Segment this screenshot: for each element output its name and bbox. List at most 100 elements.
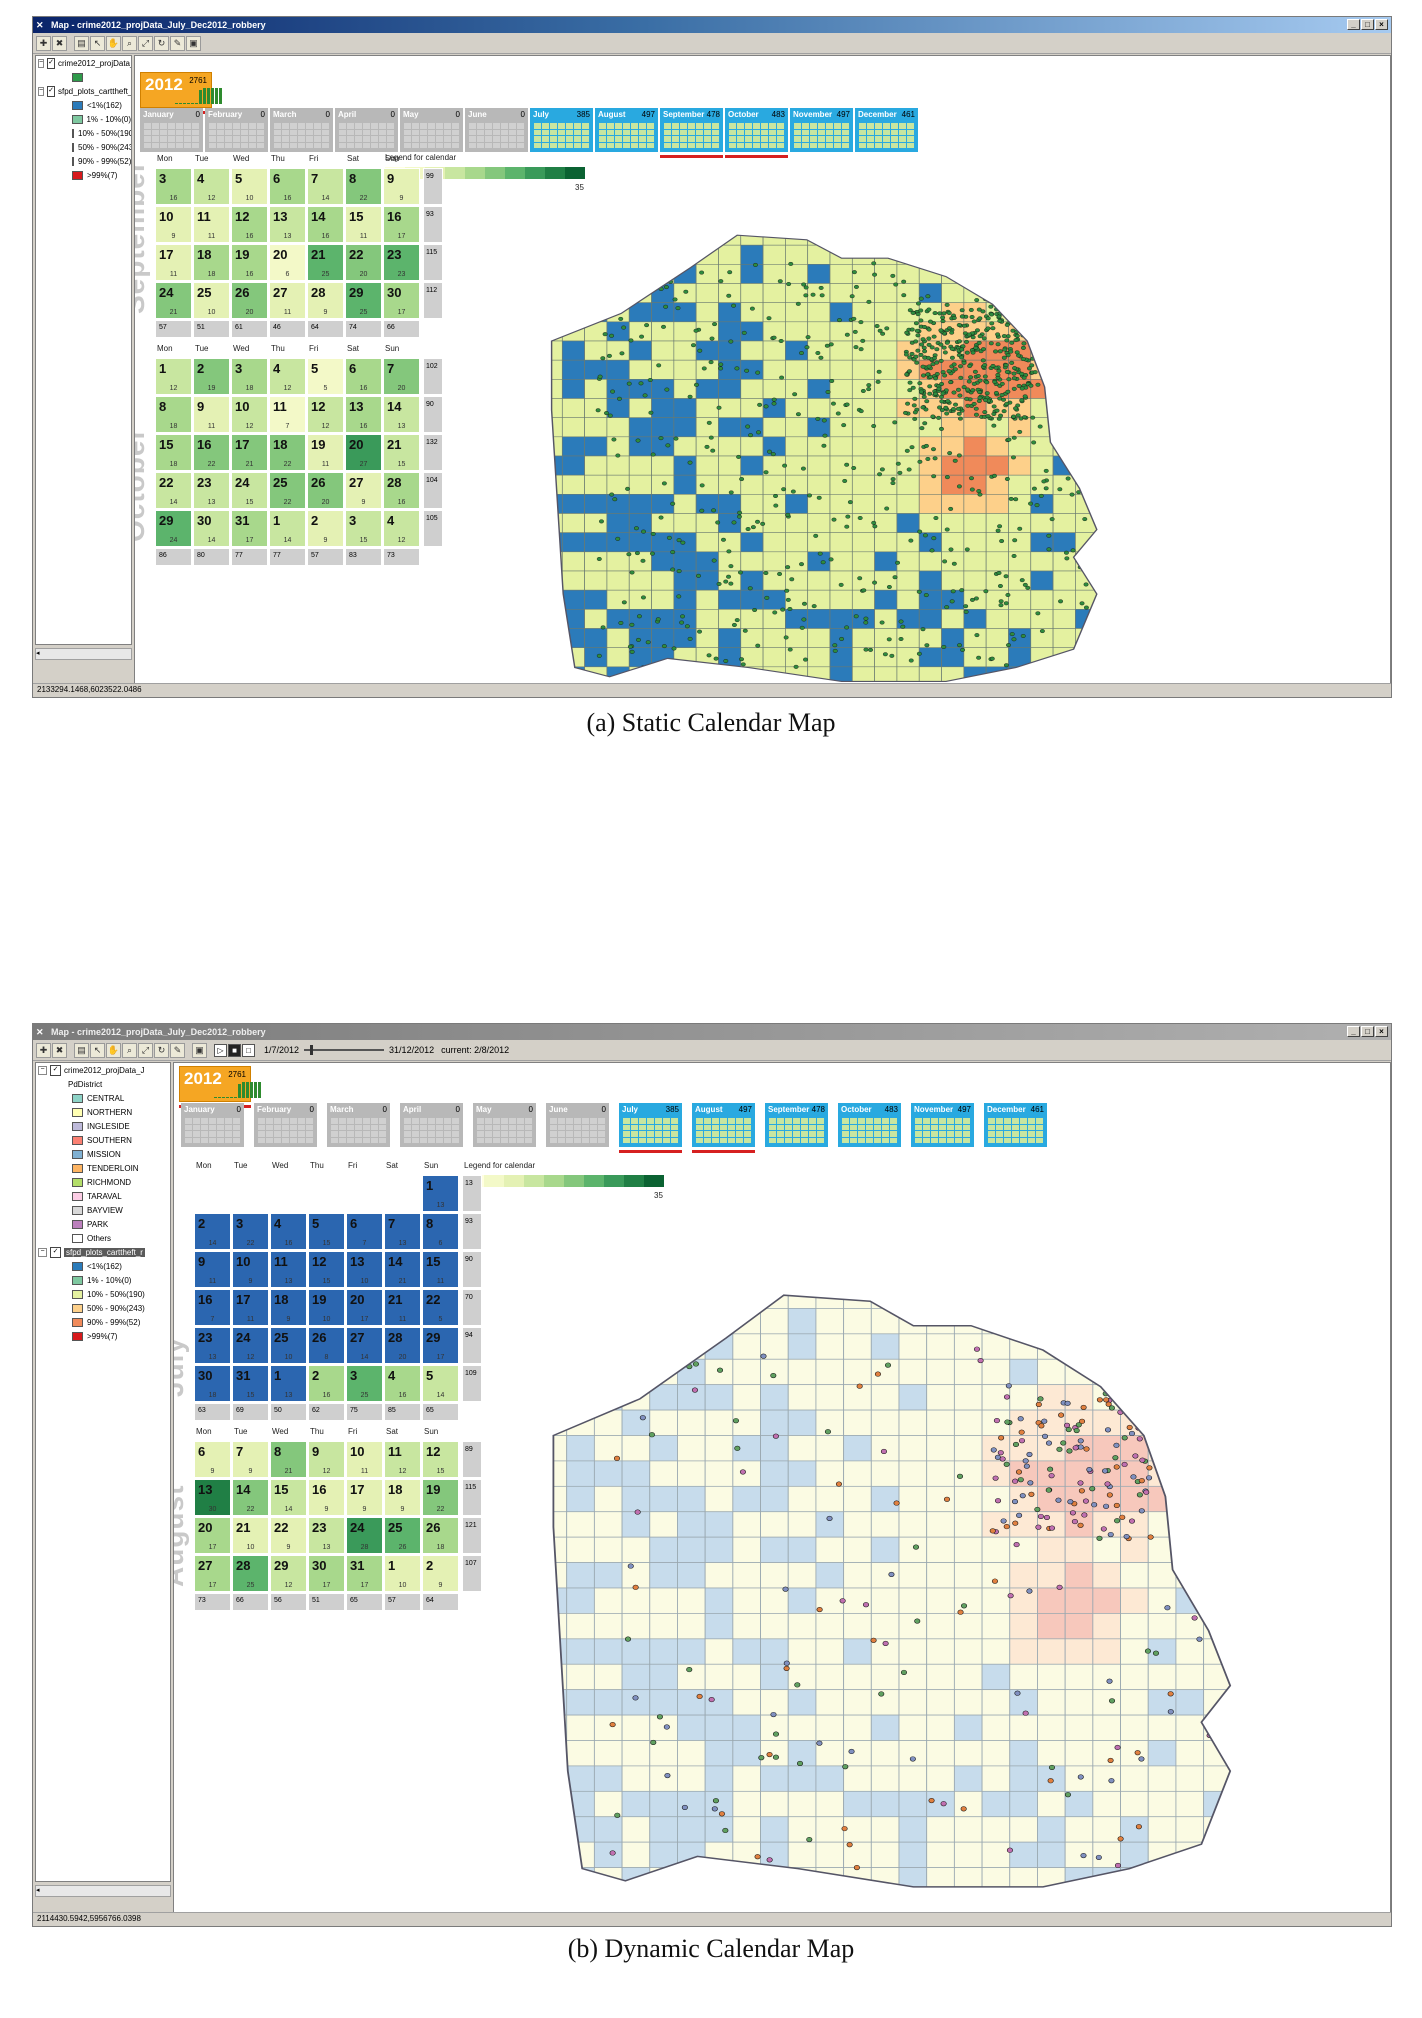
- crime-point[interactable]: [836, 318, 842, 323]
- crime-point[interactable]: [918, 296, 924, 301]
- crime-point[interactable]: [938, 358, 944, 363]
- crime-point[interactable]: [626, 552, 632, 557]
- crime-point[interactable]: [1004, 1419, 1011, 1425]
- crime-point[interactable]: [995, 342, 1001, 347]
- play-icon[interactable]: ▷: [214, 1043, 227, 1057]
- crime-point[interactable]: [670, 567, 676, 572]
- crime-point[interactable]: [701, 366, 707, 371]
- crime-point[interactable]: [658, 436, 664, 441]
- crime-point[interactable]: [1135, 1824, 1142, 1830]
- crime-point[interactable]: [1082, 364, 1088, 368]
- crime-point[interactable]: [908, 538, 914, 543]
- crime-point[interactable]: [607, 413, 613, 418]
- add-layer-icon[interactable]: ✚: [36, 35, 51, 51]
- crime-point[interactable]: [946, 369, 952, 374]
- crime-point[interactable]: [981, 260, 986, 265]
- crime-point[interactable]: [1081, 1512, 1088, 1518]
- crime-point[interactable]: [785, 512, 791, 517]
- crime-point[interactable]: [1073, 1427, 1080, 1434]
- crime-point[interactable]: [1021, 345, 1026, 350]
- close-button[interactable]: ×: [1375, 1026, 1388, 1037]
- crime-point[interactable]: [857, 516, 863, 520]
- calendar-day-cell[interactable]: 28 20: [384, 1327, 421, 1364]
- crime-point[interactable]: [1117, 1836, 1124, 1842]
- crime-point[interactable]: [1009, 340, 1015, 345]
- calendar-day-cell[interactable]: 4 16: [384, 1365, 421, 1402]
- calendar-day-cell[interactable]: 17 11: [232, 1289, 269, 1326]
- crime-point[interactable]: [968, 308, 974, 312]
- save-icon[interactable]: ▣: [186, 35, 201, 51]
- crime-point[interactable]: [1152, 1650, 1159, 1656]
- crime-point[interactable]: [1006, 377, 1012, 382]
- crime-point[interactable]: [697, 348, 703, 353]
- crime-point[interactable]: [959, 314, 965, 319]
- crime-point[interactable]: [912, 417, 918, 421]
- calendar-day-cell[interactable]: 21 15: [383, 434, 420, 471]
- crime-point[interactable]: [926, 307, 932, 312]
- crime-point[interactable]: [904, 330, 910, 335]
- toc-scrollbar[interactable]: ◂: [35, 1885, 171, 1897]
- month-tile-march[interactable]: March 0: [327, 1103, 390, 1147]
- crime-point[interactable]: [600, 356, 606, 361]
- crime-point[interactable]: [1035, 1401, 1042, 1407]
- crime-point[interactable]: [692, 1361, 699, 1367]
- crime-point[interactable]: [965, 403, 971, 408]
- crime-point[interactable]: [763, 404, 769, 409]
- crime-point[interactable]: [650, 531, 656, 536]
- crime-point[interactable]: [728, 339, 734, 344]
- crime-point[interactable]: [982, 374, 988, 379]
- crime-point[interactable]: [1064, 275, 1070, 280]
- crime-point[interactable]: [755, 370, 761, 375]
- pan-hand-icon[interactable]: ✋: [106, 35, 121, 51]
- crime-point[interactable]: [1065, 476, 1071, 481]
- crime-point[interactable]: [612, 497, 618, 502]
- crime-point[interactable]: [658, 515, 664, 520]
- crime-point[interactable]: [783, 635, 789, 640]
- crime-point[interactable]: [900, 624, 906, 629]
- crime-point[interactable]: [770, 1372, 777, 1379]
- crime-point[interactable]: [793, 664, 799, 669]
- crime-point[interactable]: [926, 342, 932, 347]
- crime-point[interactable]: [1064, 556, 1070, 561]
- crime-point[interactable]: [595, 408, 601, 413]
- crime-point[interactable]: [802, 601, 807, 606]
- crime-point[interactable]: [1071, 404, 1077, 409]
- crime-point[interactable]: [915, 348, 921, 353]
- calendar-day-cell[interactable]: 12 12: [307, 396, 344, 433]
- crime-point[interactable]: [904, 372, 910, 377]
- crime-point[interactable]: [950, 589, 956, 594]
- crime-point[interactable]: [1069, 1358, 1076, 1364]
- crime-point[interactable]: [996, 416, 1002, 421]
- calendar-day-cell[interactable]: 21 25: [307, 244, 344, 281]
- crime-point[interactable]: [1012, 366, 1017, 371]
- calendar-day-cell[interactable]: 11 11: [193, 206, 230, 243]
- crime-point[interactable]: [1004, 338, 1010, 343]
- crime-point[interactable]: [676, 538, 682, 543]
- calendar-day-cell[interactable]: 12 16: [231, 206, 268, 243]
- crime-point[interactable]: [732, 1418, 739, 1424]
- crime-point[interactable]: [1087, 408, 1093, 413]
- crime-point[interactable]: [959, 308, 965, 313]
- calendar-day-cell[interactable]: 13 30: [194, 1479, 231, 1516]
- calendar-day-cell[interactable]: 27 14: [346, 1327, 383, 1364]
- crime-point[interactable]: [856, 1383, 863, 1389]
- crime-point[interactable]: [942, 559, 948, 564]
- crime-point[interactable]: [959, 355, 964, 360]
- toc-layer-row[interactable]: − ✓ crime2012_projData_J: [36, 1063, 170, 1077]
- crime-point[interactable]: [687, 394, 693, 399]
- calendar-day-cell[interactable]: 23 13: [193, 472, 230, 509]
- crime-point[interactable]: [890, 481, 896, 485]
- crime-point[interactable]: [1065, 1426, 1072, 1433]
- crime-point[interactable]: [1046, 547, 1052, 552]
- crime-point[interactable]: [871, 261, 877, 266]
- crime-point[interactable]: [1126, 1424, 1133, 1430]
- calendar-day-cell[interactable]: 3 25: [346, 1365, 383, 1402]
- crime-point[interactable]: [745, 527, 751, 531]
- crime-point[interactable]: [1022, 323, 1028, 328]
- crime-point[interactable]: [933, 391, 938, 396]
- crime-point[interactable]: [1113, 1464, 1120, 1470]
- crime-point[interactable]: [710, 448, 716, 453]
- crime-point[interactable]: [1012, 1441, 1020, 1448]
- crime-point[interactable]: [941, 311, 947, 316]
- crime-point[interactable]: [731, 303, 737, 308]
